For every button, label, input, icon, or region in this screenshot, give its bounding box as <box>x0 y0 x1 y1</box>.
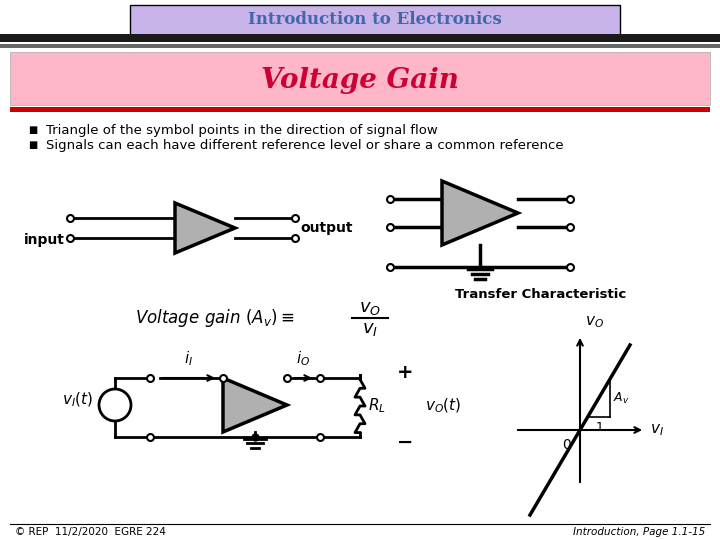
Text: −: − <box>397 433 413 451</box>
Polygon shape <box>442 181 518 245</box>
Text: ■: ■ <box>28 125 37 135</box>
Text: $i_I$: $i_I$ <box>184 349 194 368</box>
Bar <box>10 52 710 105</box>
Text: Signals can each have different reference level or share a common reference: Signals can each have different referenc… <box>46 139 564 152</box>
Text: −: − <box>109 403 121 417</box>
Circle shape <box>99 389 131 421</box>
Text: Transfer Characteristic: Transfer Characteristic <box>455 288 626 301</box>
Text: Triangle of the symbol points in the direction of signal flow: Triangle of the symbol points in the dir… <box>46 124 438 137</box>
Text: $A_v$: $A_v$ <box>613 391 629 406</box>
Text: $v_I$: $v_I$ <box>362 320 378 338</box>
Text: +: + <box>397 363 413 382</box>
Polygon shape <box>223 378 287 432</box>
Text: © REP  11/2/2020  EGRE 224: © REP 11/2/2020 EGRE 224 <box>15 527 166 537</box>
Text: Voltage Gain: Voltage Gain <box>261 66 459 93</box>
Text: $\mathit{Voltage\ gain\ (A_v)} \equiv$: $\mathit{Voltage\ gain\ (A_v)} \equiv$ <box>135 307 294 329</box>
Text: $1$: $1$ <box>595 421 603 434</box>
Text: output: output <box>300 221 353 235</box>
Text: $v_O$: $v_O$ <box>359 299 381 317</box>
Text: $v_I(t)$: $v_I(t)$ <box>62 391 93 409</box>
Text: Introduction to Electronics: Introduction to Electronics <box>248 11 502 29</box>
Text: $R_L$: $R_L$ <box>368 397 386 415</box>
Bar <box>0 34 720 42</box>
Text: $v_O(t)$: $v_O(t)$ <box>425 397 462 415</box>
Bar <box>10 107 710 112</box>
Text: $0$: $0$ <box>562 438 572 452</box>
Text: $v_O$: $v_O$ <box>585 314 604 330</box>
Text: ■: ■ <box>28 140 37 150</box>
Text: $i_O$: $i_O$ <box>297 349 310 368</box>
Text: input: input <box>24 233 65 247</box>
Polygon shape <box>175 203 235 253</box>
Text: $v_I$: $v_I$ <box>650 422 664 438</box>
Bar <box>130 5 620 35</box>
Text: +: + <box>109 394 120 407</box>
Bar <box>0 44 720 48</box>
Text: Introduction, Page 1.1-15: Introduction, Page 1.1-15 <box>572 527 705 537</box>
